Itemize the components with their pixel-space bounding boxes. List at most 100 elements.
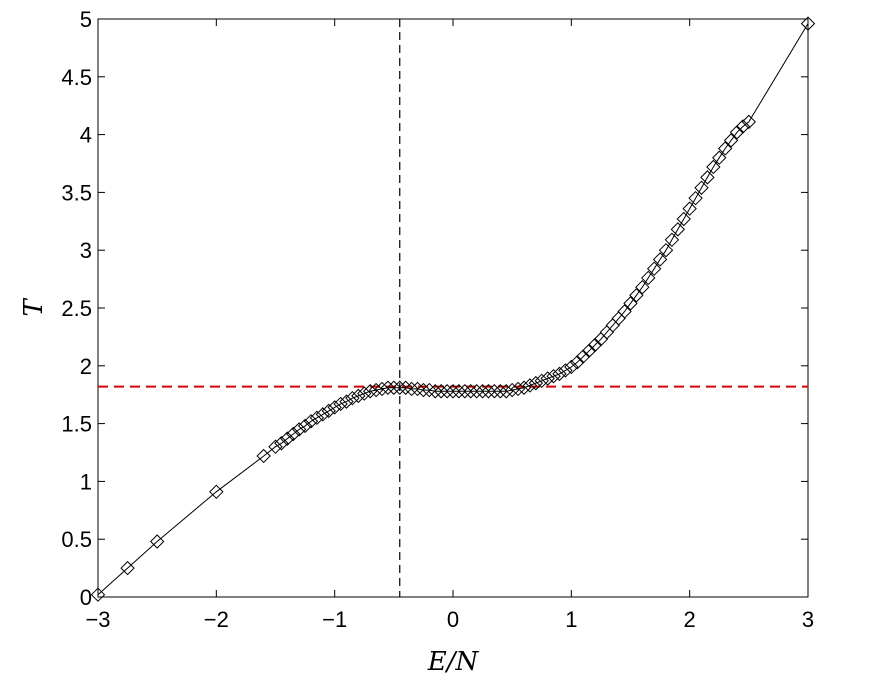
data-point	[457, 384, 473, 399]
data-point	[463, 384, 478, 399]
data-point	[398, 380, 413, 395]
data-point	[469, 384, 484, 399]
data-point	[575, 349, 591, 364]
data-point	[504, 382, 520, 398]
x-tick-label: −1	[322, 607, 347, 632]
x-tick-label: 1	[565, 607, 577, 632]
data-point	[149, 534, 165, 549]
x-tick-label: −3	[85, 607, 110, 632]
data-point	[445, 384, 461, 399]
data-point	[629, 288, 644, 303]
data-point	[688, 190, 703, 206]
data-point	[268, 439, 283, 454]
x-tick-label: 2	[684, 607, 696, 632]
data-point	[404, 381, 419, 397]
x-axis-label: E/N	[427, 647, 480, 677]
data-point	[422, 382, 437, 398]
data-point	[256, 448, 271, 464]
data-point	[528, 375, 544, 391]
data-point	[90, 587, 106, 602]
data-point	[357, 386, 372, 401]
data-point	[451, 384, 467, 399]
data-point	[652, 252, 668, 267]
y-tick-label: 4	[80, 123, 92, 148]
y-tick-label: 0	[80, 585, 92, 610]
data-point	[800, 16, 816, 31]
data-point	[499, 384, 514, 399]
data-point	[534, 373, 549, 389]
data-point	[717, 141, 733, 156]
data-point	[510, 381, 526, 397]
data-point	[587, 337, 603, 353]
data-point	[368, 382, 384, 398]
data-point	[297, 418, 313, 434]
data-point	[658, 242, 674, 258]
data-point	[729, 125, 745, 140]
data-point	[676, 211, 691, 227]
data-point	[274, 436, 289, 451]
data-point	[581, 343, 597, 358]
data-point	[682, 201, 697, 216]
data-point	[741, 114, 757, 130]
data-point	[439, 384, 455, 399]
data-point	[706, 159, 721, 175]
x-tick-label: 3	[802, 607, 814, 632]
data-point	[345, 390, 360, 406]
data-point	[303, 414, 319, 429]
data-point	[623, 296, 638, 311]
data-point	[333, 396, 348, 412]
data-point	[516, 380, 532, 395]
y-tick-label: 1.5	[61, 412, 92, 437]
y-tick-label: 3.5	[61, 180, 92, 205]
data-point	[209, 484, 224, 500]
data-point	[339, 394, 354, 409]
series-group	[90, 16, 816, 602]
data-point	[380, 380, 396, 395]
y-tick-label: 5	[80, 7, 92, 32]
data-point	[315, 407, 331, 422]
data-point	[723, 133, 739, 148]
data-point	[646, 261, 662, 276]
data-point	[392, 380, 407, 395]
data-point	[321, 403, 336, 419]
reference-lines	[98, 19, 808, 597]
data-point	[635, 279, 650, 295]
y-tick-label: 3	[80, 238, 92, 263]
data-point	[546, 368, 561, 384]
data-point	[374, 381, 390, 397]
data-point	[700, 170, 715, 185]
data-point	[120, 560, 135, 576]
data-point	[493, 384, 508, 399]
tick-labels-group: −3 −2 −1 0 1 2 3 0 0.5 1 1.5 2 2.5 3 3.5 4 4.5 5	[61, 7, 814, 632]
data-point	[481, 384, 496, 399]
y-tick-label: 2.5	[61, 296, 92, 321]
data-point	[540, 371, 555, 386]
y-axis-label: T	[19, 298, 49, 317]
data-point	[428, 384, 443, 399]
data-point	[362, 384, 378, 399]
data-point	[309, 410, 325, 426]
y-tick-label: 0.5	[61, 527, 92, 552]
data-point	[564, 359, 579, 375]
data-point	[617, 304, 632, 319]
data-point	[416, 382, 431, 398]
data-point	[735, 119, 751, 134]
data-point	[433, 384, 449, 399]
data-point	[570, 355, 585, 370]
y-tick-label: 1	[80, 469, 92, 494]
data-point	[558, 363, 573, 378]
data-point	[670, 222, 686, 237]
data-point	[664, 232, 680, 248]
data-point	[386, 380, 402, 395]
plot-area	[97, 18, 809, 598]
data-point	[291, 422, 307, 437]
data-point	[552, 366, 567, 382]
data-point	[522, 378, 538, 393]
data-point	[351, 388, 366, 404]
y-tick-label: 2	[80, 354, 92, 379]
x-tick-label: −2	[204, 607, 229, 632]
data-point	[280, 431, 295, 446]
data-point	[286, 426, 301, 442]
data-point	[327, 400, 342, 415]
